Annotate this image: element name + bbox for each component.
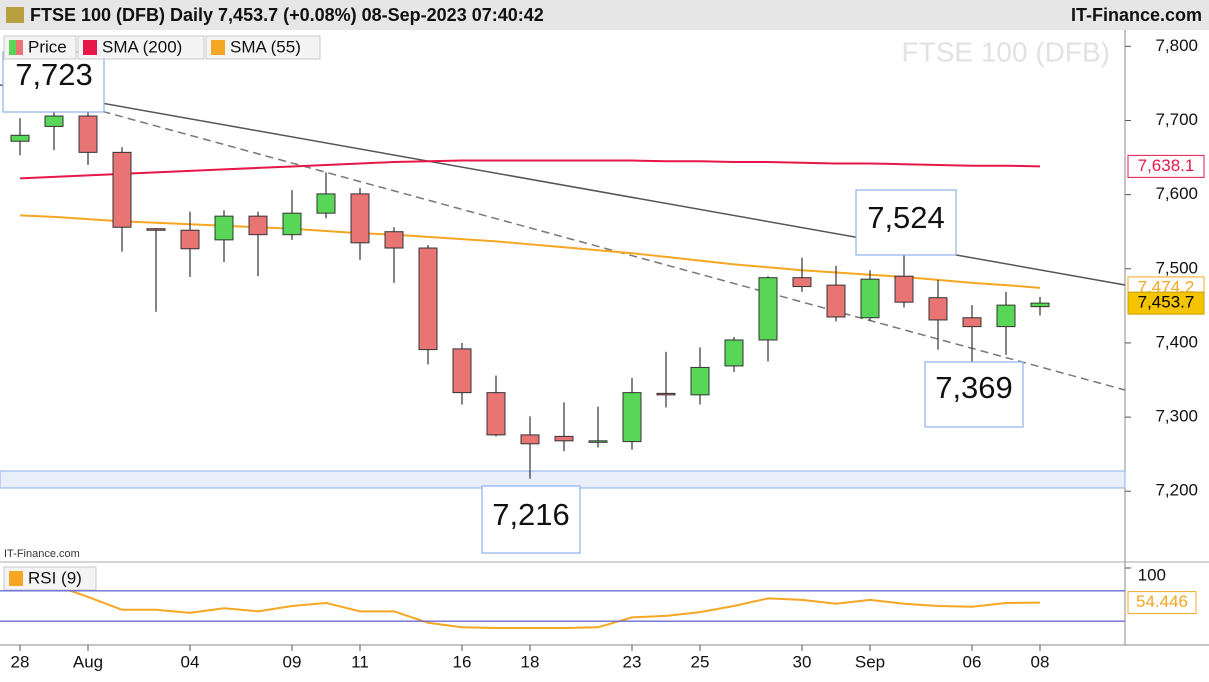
legend-swatch xyxy=(83,40,97,55)
candle-body xyxy=(78,115,98,153)
candle-body xyxy=(384,231,404,249)
y-tick-label: 100 xyxy=(1138,565,1166,584)
candle-body xyxy=(486,392,506,436)
legend-label: SMA (55) xyxy=(230,37,301,56)
y-tick-label: 7,800 xyxy=(1155,36,1198,55)
x-tick-label: 09 xyxy=(283,652,302,671)
x-tick-label: 06 xyxy=(963,652,982,671)
watermark: FTSE 100 (DFB) xyxy=(902,36,1110,67)
price-tag-label: 7,638.1 xyxy=(1138,156,1195,175)
plot-area xyxy=(10,100,1050,630)
candle-body xyxy=(282,212,302,236)
candle-body xyxy=(520,434,540,445)
callout-box xyxy=(481,485,581,554)
header-source: IT-Finance.com xyxy=(1071,5,1202,25)
legend-label: RSI (9) xyxy=(28,568,82,587)
callout-label: 7,723 xyxy=(15,57,93,92)
x-tick-label: 25 xyxy=(691,652,710,671)
callout-box xyxy=(2,51,105,113)
legend-swatch xyxy=(16,40,23,55)
candle-body xyxy=(588,440,608,443)
callout-box xyxy=(924,361,1024,428)
callout-label: 7,369 xyxy=(935,370,1013,405)
legend-label: Price xyxy=(28,37,67,56)
value-tag-label: 54.446 xyxy=(1136,592,1188,611)
candle-body xyxy=(180,229,200,250)
legend-swatch xyxy=(211,40,225,55)
candle-body xyxy=(758,277,778,341)
legend-swatch xyxy=(9,40,16,55)
candle-body xyxy=(214,215,234,241)
candle-body xyxy=(826,284,846,318)
footer-source: IT-Finance.com xyxy=(4,548,80,560)
header-bar xyxy=(0,0,1209,30)
candle-body xyxy=(656,392,676,396)
candle-body xyxy=(44,115,64,127)
x-tick-label: Aug xyxy=(73,652,103,671)
candle-body xyxy=(928,297,948,321)
y-tick-label: 7,300 xyxy=(1155,407,1198,426)
sma-line xyxy=(19,159,1041,180)
x-tick-label: 23 xyxy=(623,652,642,671)
candle-body xyxy=(894,275,914,303)
x-tick-label: 04 xyxy=(181,652,200,671)
x-tick-label: 16 xyxy=(453,652,472,671)
candle-body xyxy=(724,339,744,367)
x-tick-label: 18 xyxy=(521,652,540,671)
y-tick-label: 7,700 xyxy=(1155,110,1198,129)
x-tick-label: 28 xyxy=(11,652,30,671)
x-tick-label: Sep xyxy=(855,652,885,671)
candle-body xyxy=(452,348,472,394)
price-tag xyxy=(1127,291,1205,315)
y-tick-label: 7,400 xyxy=(1155,332,1198,351)
legend-item xyxy=(77,35,205,60)
header-title: FTSE 100 (DFB) Daily 7,453.7 (+0.08%) 08… xyxy=(30,5,544,25)
y-tick-label: 7,600 xyxy=(1155,184,1198,203)
legend-item xyxy=(205,35,321,60)
callout-label: 7,524 xyxy=(867,200,945,235)
candle-body xyxy=(316,193,336,214)
demo-icon xyxy=(6,7,24,23)
y-tick-label: 7,500 xyxy=(1155,258,1198,277)
candle-body xyxy=(622,392,642,443)
callout-label: 7,216 xyxy=(492,497,570,532)
candle-body xyxy=(690,366,710,396)
x-tick-label: 30 xyxy=(793,652,812,671)
legend-swatch xyxy=(9,571,23,586)
candle-body xyxy=(962,317,982,328)
y-tick-label: 7,200 xyxy=(1155,481,1198,500)
candle-body xyxy=(1030,302,1050,308)
callout-box xyxy=(855,189,957,256)
candle-body xyxy=(860,278,880,319)
candle-body xyxy=(418,247,438,351)
rsi-line xyxy=(20,584,1041,630)
candle-body xyxy=(792,277,812,288)
candle-body xyxy=(350,193,370,244)
candle-body xyxy=(248,215,268,236)
legend-label: SMA (200) xyxy=(102,37,182,56)
candle-body xyxy=(996,304,1016,328)
price-tag-label: 7,453.7 xyxy=(1138,293,1195,312)
x-tick-label: 11 xyxy=(351,652,369,671)
legend-item xyxy=(3,566,97,591)
candle-body xyxy=(10,134,30,142)
price-tag xyxy=(1127,154,1205,178)
candle-body xyxy=(554,435,574,442)
candle-body xyxy=(146,228,166,231)
x-tick-label: 08 xyxy=(1031,652,1050,671)
candle-body xyxy=(112,151,132,228)
value-tag xyxy=(1127,591,1197,615)
trend-line-dashed xyxy=(89,107,1126,391)
